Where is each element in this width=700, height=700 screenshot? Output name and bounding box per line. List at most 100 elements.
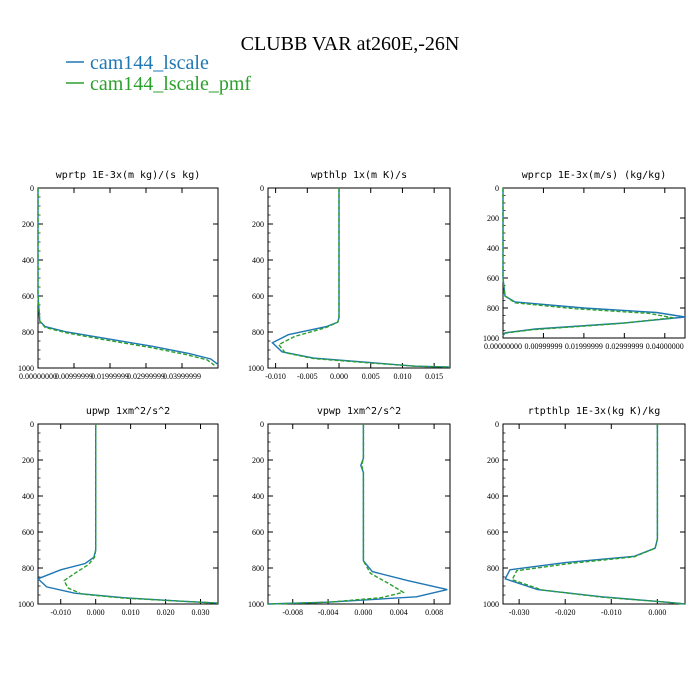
series-line-lscale-pmf <box>37 188 215 366</box>
x-tick-label: 0.030 <box>192 608 210 617</box>
series-line-lscale <box>271 188 451 368</box>
y-tick-label: 200 <box>487 214 499 223</box>
plot-frame <box>37 187 219 369</box>
panel-title: rtpthlp 1E-3x(kg K)/kg <box>528 406 660 417</box>
x-tick-label: 0.02999999 <box>127 372 165 381</box>
x-tick-label: 0.00000000 <box>19 372 57 381</box>
series-line-lscale <box>267 424 448 605</box>
panel-title: wprtp 1E-3x(m kg)/(s kg) <box>56 170 201 181</box>
x-tick-label: -0.008 <box>282 608 303 617</box>
series-line-lscale <box>37 188 219 365</box>
y-tick-label: 0 <box>495 420 499 429</box>
x-tick-label: 0.005 <box>362 372 380 381</box>
plot-frame <box>267 187 451 369</box>
y-tick-label: 200 <box>487 456 499 465</box>
y-tick-label: 600 <box>487 274 499 283</box>
x-tick-label: 0.000 <box>87 608 105 617</box>
panel-title: wprcp 1E-3x(m/s) (kg/kg) <box>522 170 667 181</box>
panel-1: wprtp 1E-3x(m kg)/(s kg) 0 200 400 600 800 100… <box>18 170 219 381</box>
x-tick-label: -0.005 <box>297 372 318 381</box>
y-tick-label: 0 <box>30 420 34 429</box>
y-tick-label: 0 <box>260 420 264 429</box>
y-tick-label: 600 <box>252 528 264 537</box>
x-tick-label: 0.010 <box>393 372 411 381</box>
x-tick-label: 0.015 <box>425 372 443 381</box>
y-tick-label: 400 <box>252 492 264 501</box>
x-tick-label: -0.004 <box>318 608 339 617</box>
x-tick-label: 0.03999999 <box>163 372 201 381</box>
y-tick-label: 800 <box>252 328 264 337</box>
y-tick-label: 1000 <box>18 364 34 373</box>
x-tick-label: 0.01999999 <box>91 372 129 381</box>
figure-title: CLUBB VAR at260E,-26N <box>241 33 460 55</box>
plot-frame <box>502 187 686 339</box>
panel-3: wprcp 1E-3x(m/s) (kg/kg) 0 200 400 600 800 100… <box>483 170 686 351</box>
x-tick-label: 0.00999999 <box>524 342 562 351</box>
x-tick-label: 0.000 <box>330 372 348 381</box>
x-tick-label: -0.010 <box>265 372 286 381</box>
panel-title: vpwp 1xm^2/s^2 <box>317 406 401 417</box>
y-tick-label: 400 <box>22 492 34 501</box>
panel-6: rtpthlp 1E-3x(kg K)/kg 0 200 400 600 800 1000 -… <box>483 406 686 617</box>
x-tick-label: 0.020 <box>157 608 175 617</box>
y-tick-label: 800 <box>22 564 34 573</box>
panel-title: upwp 1xm^2/s^2 <box>86 406 170 417</box>
x-tick-label: 0.02999999 <box>605 342 643 351</box>
x-tick-label: 0.004 <box>390 608 408 617</box>
y-tick-label: 400 <box>487 244 499 253</box>
y-tick-label: 800 <box>22 328 34 337</box>
x-tick-label: 0.000 <box>354 608 372 617</box>
y-tick-label: 0 <box>260 184 264 193</box>
plot-frame <box>267 423 451 605</box>
y-tick-label: 1000 <box>483 600 499 609</box>
y-tick-label: 0 <box>30 184 34 193</box>
y-tick-label: 200 <box>22 220 34 229</box>
y-tick-label: 1000 <box>483 334 499 343</box>
series-line-lscale-pmf <box>511 424 686 605</box>
y-tick-label: 200 <box>252 456 264 465</box>
y-tick-label: 400 <box>22 256 34 265</box>
y-tick-label: 1000 <box>18 600 34 609</box>
y-tick-label: 200 <box>252 220 264 229</box>
x-tick-label: 0.00000000 <box>484 342 522 351</box>
y-tick-label: 400 <box>252 256 264 265</box>
x-tick-label: 0.01999999 <box>565 342 603 351</box>
x-tick-label: 0.00999999 <box>55 372 93 381</box>
x-tick-label: 0.000 <box>648 608 666 617</box>
y-tick-label: 800 <box>252 564 264 573</box>
series-line-lscale-pmf <box>277 188 451 368</box>
x-tick-label: -0.020 <box>555 608 576 617</box>
panel-5: vpwp 1xm^2/s^2 0 200 400 600 800 1000 -0.008 -0.… <box>248 406 451 617</box>
figure-legend: cam144_lscale cam144_lscale_pmf <box>66 52 251 95</box>
y-tick-label: 800 <box>487 564 499 573</box>
legend-label-lscale: cam144_lscale <box>90 52 209 74</box>
series-line-lscale <box>36 424 219 604</box>
y-tick-label: 600 <box>487 528 499 537</box>
series-line-lscale-pmf <box>267 424 406 605</box>
x-tick-label: -0.010 <box>50 608 71 617</box>
y-tick-label: 800 <box>487 304 499 313</box>
y-tick-label: 1000 <box>248 364 264 373</box>
plot-frame <box>37 423 219 605</box>
y-tick-label: 200 <box>22 456 34 465</box>
x-tick-label: -0.010 <box>601 608 622 617</box>
y-tick-label: 400 <box>487 492 499 501</box>
panel-2: wpthlp 1x(m K)/s 0 200 400 600 800 1000-0.010 -… <box>248 170 451 381</box>
x-tick-label: 0.04000000 <box>646 342 684 351</box>
x-tick-label: -0.030 <box>509 608 530 617</box>
y-tick-label: 600 <box>22 292 34 301</box>
series-line-lscale-pmf <box>502 188 674 337</box>
y-tick-label: 600 <box>252 292 264 301</box>
x-tick-label: 0.008 <box>425 608 443 617</box>
series-line-lscale-pmf <box>63 424 219 604</box>
x-tick-label: 0.010 <box>122 608 140 617</box>
series-line-lscale <box>502 188 686 337</box>
legend-label-lscale-pmf: cam144_lscale_pmf <box>90 73 251 95</box>
panel-grid: wprtp 1E-3x(m kg)/(s kg) 0 200 400 600 800 100… <box>18 170 686 617</box>
y-tick-label: 600 <box>22 528 34 537</box>
y-tick-label: 0 <box>495 184 499 193</box>
panel-title: wpthlp 1x(m K)/s <box>311 170 407 181</box>
panel-4: upwp 1xm^2/s^2 0 200 400 600 800 1000 -0.010 0.0… <box>18 406 219 617</box>
y-tick-label: 1000 <box>248 600 264 609</box>
